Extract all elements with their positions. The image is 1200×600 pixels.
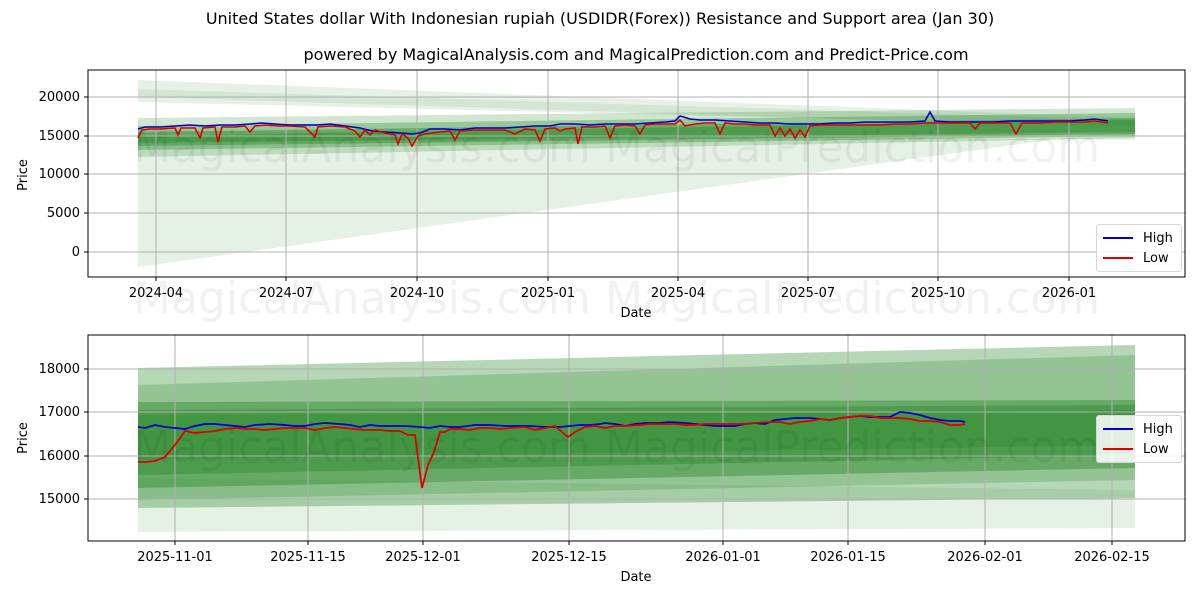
top-xtick: 2024-10 — [390, 286, 444, 301]
top-xtick: 2026-01 — [1042, 286, 1096, 301]
bottom-chart: MagicalAnalysis.com MagicalPrediction.co… — [16, 334, 1186, 585]
top-ytick: 10000 — [39, 167, 80, 182]
legend-item-low: Low — [1103, 439, 1173, 459]
bottom-axes-frame — [87, 334, 1186, 542]
bottom-ytick: 16000 — [39, 449, 80, 464]
legend-label-low: Low — [1143, 250, 1169, 266]
low-line-swatch — [1103, 257, 1133, 259]
top-ylabel: Price — [16, 159, 31, 191]
top-ytick: 5000 — [47, 206, 80, 221]
legend-item-high: High — [1103, 419, 1173, 439]
legend-item-high: High — [1103, 228, 1173, 248]
top-xtick: 2024-04 — [129, 286, 183, 301]
chart-title: United States dollar With Indonesian rup… — [205, 9, 995, 28]
bottom-ylabel: Price — [16, 422, 31, 454]
bottom-xtick: 2025-11-15 — [270, 550, 346, 565]
top-chart: MagicalAnalysis.com MagicalPrediction.co… — [16, 69, 1186, 324]
top-xtick: 2025-10 — [911, 286, 965, 301]
top-ytick: 15000 — [39, 129, 80, 144]
bottom-low-line — [138, 415, 966, 489]
bottom-legend: High Low — [1096, 415, 1182, 463]
bottom-xtick: 2026-02-01 — [947, 550, 1023, 565]
top-xtick: 2025-04 — [651, 286, 705, 301]
bottom-xtick: 2026-01-01 — [685, 550, 761, 565]
top-ytick: 20000 — [39, 90, 80, 105]
bottom-ytick: 15000 — [39, 492, 80, 507]
bottom-xtick: 2025-12-15 — [531, 550, 607, 565]
legend-label-high: High — [1143, 421, 1173, 437]
legend-item-low: Low — [1103, 248, 1173, 268]
bottom-ytick: 17000 — [39, 405, 80, 420]
low-line-swatch — [1103, 448, 1133, 450]
top-high-line — [137, 110, 1109, 135]
top-xtick: 2025-01 — [521, 286, 575, 301]
bottom-xtick: 2026-02-15 — [1074, 550, 1150, 565]
bottom-grid — [88, 335, 1185, 541]
bottom-bands — [138, 345, 1135, 532]
bottom-ytick: 18000 — [39, 362, 80, 377]
watermark-prediction: MagicalPrediction.com — [605, 422, 1100, 473]
top-xtick: 2025-07 — [781, 286, 835, 301]
watermark-prediction: MagicalPrediction.com — [605, 273, 1100, 324]
bottom-xtick: 2025-12-01 — [385, 550, 461, 565]
legend-label-low: Low — [1143, 441, 1169, 457]
top-grid — [88, 70, 1185, 277]
high-line-swatch — [1103, 428, 1133, 430]
legend-label-high: High — [1143, 230, 1173, 246]
bottom-xtick: 2025-11-01 — [137, 550, 213, 565]
bottom-xlabel: Date — [620, 570, 651, 585]
watermark-prediction: MagicalPrediction.com — [605, 122, 1100, 173]
top-ytick: 0 — [72, 245, 80, 260]
top-legend: High Low — [1096, 224, 1182, 272]
bottom-xtick: 2026-01-15 — [810, 550, 886, 565]
top-xtick: 2024-07 — [259, 286, 313, 301]
watermark-analysis: MagicalAnalysis.com — [133, 273, 591, 324]
top-xlabel: Date — [620, 306, 651, 321]
high-line-swatch — [1103, 237, 1133, 239]
chart-subtitle: powered by MagicalAnalysis.com and Magic… — [303, 45, 969, 64]
watermark-analysis: MagicalAnalysis.com — [133, 122, 591, 173]
top-low-line — [137, 118, 1109, 148]
